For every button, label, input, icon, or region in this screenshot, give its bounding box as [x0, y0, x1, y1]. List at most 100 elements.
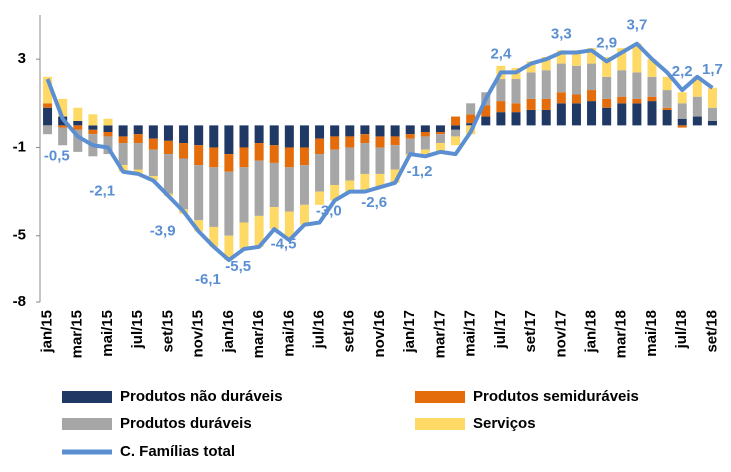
bar-segment: [239, 222, 249, 250]
bar-segment: [526, 61, 536, 73]
x-tick-label: jul/18: [673, 310, 690, 349]
bar-segment: [496, 112, 506, 126]
bar-segment: [330, 149, 340, 185]
bar-segment: [73, 125, 83, 130]
legend-label: Produtos duráveis: [120, 415, 252, 432]
x-tick-label: nov/17: [552, 310, 569, 358]
bar-segment: [707, 120, 717, 126]
bar-segment: [179, 143, 189, 159]
bar-segment: [299, 204, 309, 225]
bar-segment: [88, 125, 98, 130]
bar-segment: [632, 98, 642, 104]
bar-segment: [163, 154, 173, 194]
bar-segment: [179, 125, 189, 144]
bar-segment: [360, 143, 370, 174]
bar-segment: [435, 125, 445, 133]
x-tick-label: nov/16: [371, 310, 388, 358]
bar-segment: [118, 143, 128, 166]
bar-segment: [511, 112, 521, 126]
bar-segment: [481, 116, 491, 126]
bar-segment: [239, 147, 249, 168]
x-tick-label: set/18: [703, 310, 720, 353]
bar-segment: [284, 211, 294, 241]
bar-segment: [360, 125, 370, 135]
bar-segment: [541, 98, 551, 110]
bar-segment: [435, 134, 445, 144]
bar-segment: [330, 125, 340, 137]
bar-segment: [103, 132, 113, 137]
bar-segment: [254, 215, 264, 247]
bar-segment: [103, 118, 113, 126]
bar-segment: [571, 65, 581, 95]
x-tick-label: mai/16: [280, 310, 297, 357]
bar-segment: [118, 125, 128, 137]
bar-segment: [43, 76, 53, 104]
bar-segment: [390, 145, 400, 170]
x-tick-label: jan/16: [220, 310, 237, 354]
bar-segment: [299, 125, 309, 148]
bar-segment: [541, 56, 551, 71]
bar-segment: [541, 109, 551, 126]
bar-segment: [677, 118, 687, 126]
bar-segment: [692, 96, 702, 117]
x-tick-label: jan/17: [401, 310, 418, 354]
bar-segment: [526, 98, 536, 110]
bar-segment: [133, 143, 143, 170]
line: [45, 41, 714, 263]
bar-segment: [390, 169, 400, 183]
x-tick-label: mar/15: [69, 310, 86, 358]
x-tick-label: mar/17: [431, 310, 448, 358]
data-label: -3,9: [150, 222, 176, 239]
bar-segment: [556, 63, 566, 93]
bar-segment: [103, 136, 113, 155]
bar-segment: [375, 173, 385, 188]
bar-segment: [496, 79, 506, 102]
bar-segment: [647, 96, 657, 102]
bar-segment: [405, 125, 415, 135]
bar-segment: [632, 72, 642, 99]
bar-segment: [269, 207, 279, 230]
bar-segment: [73, 129, 83, 152]
bar-segment: [43, 125, 53, 135]
bar-segment: [194, 125, 204, 146]
bar-segment: [632, 43, 642, 73]
bar-segment: [360, 173, 370, 192]
data-label: -1,2: [407, 163, 433, 180]
bar-segment: [390, 125, 400, 137]
bar-segment: [239, 125, 249, 148]
bar-segment: [88, 129, 98, 135]
bar-segment: [148, 125, 158, 139]
bar-segment: [451, 136, 461, 146]
bar-segment: [556, 50, 566, 64]
bar-segment: [133, 125, 143, 135]
x-tick-label: mai/18: [643, 310, 660, 357]
bar-segment: [118, 136, 128, 144]
bar-segment: [345, 136, 355, 148]
x-tick-label: mar/18: [613, 310, 630, 358]
bar-segment: [103, 125, 113, 133]
bar-segment: [148, 149, 158, 177]
bar-segment: [511, 79, 521, 104]
bar-segment: [662, 76, 672, 91]
bar-segment: [677, 103, 687, 119]
bar-segment: [692, 76, 702, 97]
bar-segment: [677, 92, 687, 104]
y-tick-label: -5: [13, 227, 26, 244]
bar-segment: [526, 109, 536, 126]
data-label: 2,2: [672, 63, 693, 80]
x-tick-label: jul/17: [492, 310, 509, 349]
legend-swatch: [415, 418, 465, 430]
bar-segment: [451, 116, 461, 126]
bar-segment: [58, 125, 68, 128]
x-tick-label: jan/15: [39, 310, 56, 354]
bar-segment: [269, 162, 279, 208]
bar-segment: [163, 140, 173, 155]
bar-segment: [299, 147, 309, 166]
bar-segment: [269, 145, 279, 163]
bar-segment: [284, 167, 294, 212]
bar-segment: [148, 138, 158, 150]
bar-segment: [43, 103, 53, 108]
bar-segment: [209, 167, 219, 227]
bar-segment: [254, 160, 264, 216]
